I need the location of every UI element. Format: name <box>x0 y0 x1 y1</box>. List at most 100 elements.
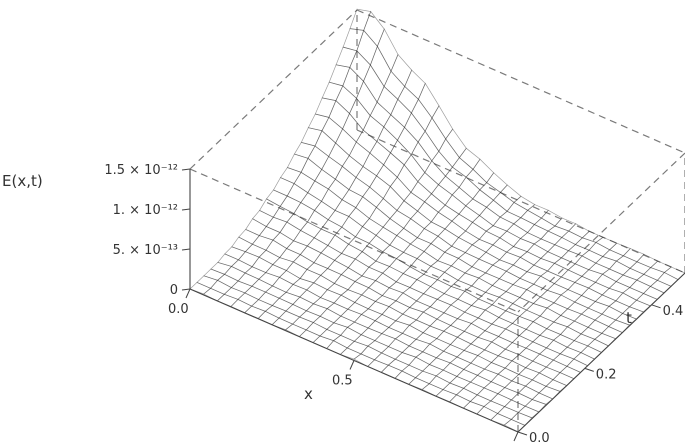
surface-cell <box>368 206 391 228</box>
surface-cell <box>540 251 563 264</box>
surface-cell <box>504 342 527 356</box>
surface-cell <box>526 264 549 277</box>
surface-cell <box>363 10 385 47</box>
surface-cell <box>608 281 631 294</box>
surface-cell <box>483 400 506 414</box>
surface-cell <box>574 295 596 309</box>
surface-cell <box>451 186 474 207</box>
surface-cell <box>526 283 548 298</box>
surface-cell <box>397 85 419 114</box>
surface-cell <box>307 209 329 230</box>
surface-cell <box>595 236 618 251</box>
surface-cell <box>470 355 492 370</box>
surface-cell <box>422 306 445 320</box>
box-edge <box>356 9 685 154</box>
surface-cell <box>506 223 529 239</box>
surface-cell <box>313 200 336 221</box>
surface-cell <box>272 205 295 223</box>
z-tick-mark <box>181 248 191 251</box>
surface-cell <box>377 28 399 73</box>
surface-cell <box>410 181 432 203</box>
surface-cell <box>635 293 658 307</box>
surface-cell <box>305 322 328 337</box>
z-tick-label: 1. × 10⁻¹² <box>113 203 178 218</box>
surface-cell <box>609 242 631 257</box>
surface-cell <box>443 265 466 281</box>
surface-cell <box>458 230 480 246</box>
surface-cell <box>342 28 365 52</box>
surface-cell <box>339 347 362 360</box>
surface-cell <box>300 157 323 182</box>
t-tick-mark <box>584 367 594 372</box>
surface-cell <box>369 101 392 128</box>
surface-cell <box>539 328 562 341</box>
surface-cell <box>443 324 465 338</box>
surface-cell <box>367 320 390 335</box>
surface-cell <box>238 228 260 245</box>
surface-cell <box>540 230 563 246</box>
surface-cell <box>258 249 281 266</box>
surface-cell <box>429 338 452 352</box>
surface-cell <box>355 196 377 220</box>
surface-cell <box>456 349 479 364</box>
surface-cell <box>533 275 555 291</box>
surface-cell <box>472 158 495 184</box>
surface-cell <box>559 346 582 360</box>
surface-cell <box>594 273 617 289</box>
surface-cell <box>491 316 514 330</box>
surface-cell <box>449 336 472 351</box>
surface-cell <box>319 328 342 342</box>
surface-cell <box>621 306 644 320</box>
surface-cell <box>490 413 512 426</box>
surface-cell <box>408 356 431 372</box>
surface-cell <box>292 254 315 270</box>
surface-cell <box>438 138 460 168</box>
surface-cell <box>417 130 440 162</box>
surface-cell <box>491 336 513 350</box>
surface-cell <box>450 318 472 332</box>
surface-cell <box>615 255 638 269</box>
surface-cell <box>622 267 645 281</box>
surface-cell <box>547 244 570 259</box>
surface-cell <box>347 301 370 315</box>
x-tick-mark <box>513 431 519 442</box>
surface-cell <box>328 142 350 167</box>
surface-cell <box>471 277 493 293</box>
surface-cell <box>462 401 485 415</box>
surface-cell <box>375 251 398 267</box>
surface-cell <box>307 113 330 132</box>
surface-cell <box>464 285 487 300</box>
surface-cell <box>472 189 494 208</box>
surface-cell <box>388 300 411 315</box>
surface-cell <box>349 97 371 131</box>
surface-cell <box>299 268 322 284</box>
surface-cell <box>217 253 240 267</box>
surface-cell <box>629 261 652 275</box>
surface-cell <box>251 256 274 274</box>
surface-cell <box>327 209 350 228</box>
surface-cell <box>321 155 343 180</box>
surface-cell <box>306 262 329 276</box>
surface-cell <box>510 392 533 407</box>
surface-cell <box>491 296 514 312</box>
surface-cell <box>449 375 472 389</box>
surface-cell <box>265 189 288 207</box>
surface-cell <box>499 184 522 203</box>
surface-cell <box>477 291 500 306</box>
surface-cell <box>526 224 549 240</box>
surface-cell <box>272 257 294 271</box>
surface-cell <box>244 243 267 258</box>
surface-cell <box>394 332 417 347</box>
t-tick-mark <box>517 431 528 436</box>
surface-cell <box>320 268 342 284</box>
surface-cell <box>567 244 590 257</box>
surface-cell <box>525 321 548 336</box>
surface-cell <box>546 283 569 296</box>
surface-cell <box>396 227 418 245</box>
surface-cell <box>361 218 384 236</box>
surface-cell <box>458 147 481 170</box>
surface-cell <box>650 260 672 273</box>
z-tick-label: 5. × 10⁻¹³ <box>113 243 178 258</box>
surface-cell <box>265 239 288 259</box>
surface-cell <box>469 394 492 407</box>
